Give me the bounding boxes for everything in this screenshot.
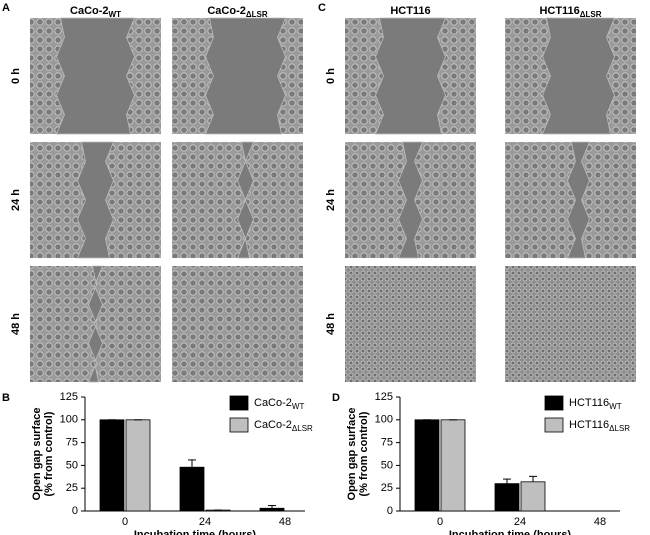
bar: [259, 507, 285, 512]
legend-label-base: HCT116: [569, 397, 609, 409]
y-tick-label: 0: [72, 505, 78, 517]
y-tick-label: 25: [381, 482, 393, 494]
column-header-sub: ΔLSR: [580, 10, 602, 19]
legend-label-sub: ΔLSR: [609, 424, 630, 433]
micrograph: [172, 266, 303, 382]
column-header-base: CaCo-2: [70, 5, 109, 17]
y-tick-label: 100: [375, 414, 393, 426]
row-label: 0 h: [325, 68, 337, 84]
column-header-base: CaCo-2: [207, 5, 246, 17]
legend-label-base: HCT116: [569, 419, 609, 431]
wound-gap: [374, 17, 447, 135]
legend-swatch: [229, 417, 249, 433]
column-header-base: HCT116: [390, 5, 430, 17]
micrograph: [172, 142, 303, 258]
legend-label-sub: ΔLSR: [292, 424, 313, 433]
x-tick-label: 48: [279, 516, 291, 528]
column-header: HCT116: [390, 5, 430, 17]
panel-label: D: [332, 392, 340, 404]
bar: [125, 419, 151, 512]
legend-label: HCT116ΔLSR: [569, 419, 630, 433]
bar: [99, 419, 125, 512]
y-tick-label: 100: [60, 414, 78, 426]
panel-label: B: [2, 392, 10, 404]
bar: [520, 481, 546, 512]
y-axis-label: (% from control): [43, 411, 55, 496]
y-tick-label: 75: [66, 437, 78, 449]
panel-label: C: [318, 2, 326, 14]
x-tick-label: 24: [199, 516, 211, 528]
bar: [179, 466, 205, 512]
x-axis-label: Incubation time (hours): [134, 529, 257, 535]
y-axis-label: (% from control): [358, 411, 370, 496]
micrograph: [505, 142, 636, 258]
wound-gap: [541, 17, 616, 135]
row-label: 24 h: [10, 189, 22, 211]
column-header: HCT116ΔLSR: [539, 5, 601, 19]
legend-label-base: CaCo-2: [254, 397, 292, 409]
x-tick-label: 0: [122, 516, 128, 528]
wound-gap: [566, 141, 591, 259]
wound-gap: [55, 17, 136, 135]
legend-label-sub: WT: [292, 402, 305, 411]
legend-swatch: [229, 395, 249, 411]
y-tick-label: 75: [381, 437, 393, 449]
row-label: 48 h: [10, 313, 22, 335]
row-label: 48 h: [325, 313, 337, 335]
x-axis-label: Incubation time (hours): [449, 529, 572, 535]
wound-gap: [397, 141, 424, 259]
column-header-sub: ΔLSR: [246, 10, 268, 19]
legend-label: CaCo-2ΔLSR: [254, 419, 313, 433]
column-header: CaCo-2ΔLSR: [207, 5, 267, 19]
column-header-base: HCT116: [539, 5, 579, 17]
wound-gap: [76, 141, 115, 259]
legend-label: CaCo-2WT: [254, 397, 304, 411]
legend-label-base: CaCo-2: [254, 419, 292, 431]
y-tick-label: 25: [66, 482, 78, 494]
micrograph: [345, 266, 476, 382]
column-header: CaCo-2WT: [70, 5, 121, 19]
x-tick-label: 24: [514, 516, 526, 528]
panel-label: A: [2, 2, 10, 14]
wound-gap: [204, 17, 287, 135]
row-label: 0 h: [10, 68, 22, 84]
legend-swatch: [544, 395, 564, 411]
y-tick-label: 50: [381, 459, 393, 471]
row-label: 24 h: [325, 189, 337, 211]
y-tick-label: 0: [387, 505, 393, 517]
y-axis-label: Open gap surface: [346, 408, 358, 501]
y-axis-label: Open gap surface: [31, 408, 43, 501]
legend-swatch: [544, 417, 564, 433]
legend-label: HCT116WT: [569, 397, 622, 411]
bar: [440, 419, 466, 512]
bar: [414, 419, 440, 512]
y-tick-label: 125: [60, 391, 78, 403]
bar: [494, 483, 520, 512]
column-header-sub: WT: [109, 10, 122, 19]
wound-gap: [87, 265, 104, 383]
legend-label-sub: WT: [609, 402, 622, 411]
micrograph: [505, 266, 636, 382]
y-tick-label: 50: [66, 459, 78, 471]
x-tick-label: 0: [437, 516, 443, 528]
y-tick-label: 125: [375, 391, 393, 403]
wound-gap: [236, 141, 255, 259]
x-tick-label: 48: [594, 516, 606, 528]
